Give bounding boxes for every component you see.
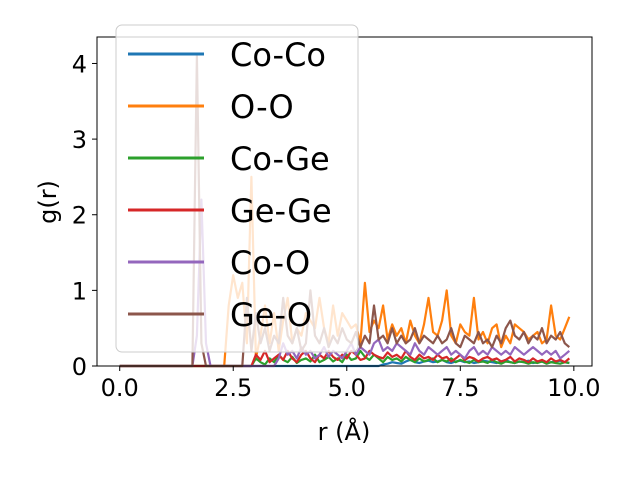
legend-entry-ge-o: Ge-O (230, 296, 312, 334)
x-tick-label: 10.0 (547, 374, 600, 402)
legend-entry-o-o: O-O (230, 88, 294, 126)
y-tick-label: 1 (72, 277, 87, 305)
x-tick-label: 7.5 (441, 374, 479, 402)
y-tick-label: 0 (72, 353, 87, 381)
x-axis-ticks: 0.0 2.5 5.0 7.5 10.0 (101, 366, 601, 402)
legend-entry-co-ge: Co-Ge (230, 140, 330, 178)
y-tick-label: 3 (72, 126, 87, 154)
y-tick-label: 4 (72, 50, 87, 78)
x-tick-label: 2.5 (214, 374, 252, 402)
x-axis-label: r (Å) (318, 417, 371, 446)
x-tick-label: 5.0 (328, 374, 366, 402)
legend-entry-co-co: Co-Co (230, 36, 326, 74)
y-axis-ticks: 0 1 2 3 4 (72, 50, 97, 381)
y-tick-label: 2 (72, 202, 87, 230)
x-tick-label: 0.0 (101, 374, 139, 402)
legend: Co-Co O-O Co-Ge Ge-Ge Co-O Ge-O (115, 24, 359, 353)
legend-entry-ge-ge: Ge-Ge (230, 192, 332, 230)
legend-entry-co-o: Co-O (230, 244, 310, 282)
y-axis-label: g(r) (34, 180, 62, 224)
